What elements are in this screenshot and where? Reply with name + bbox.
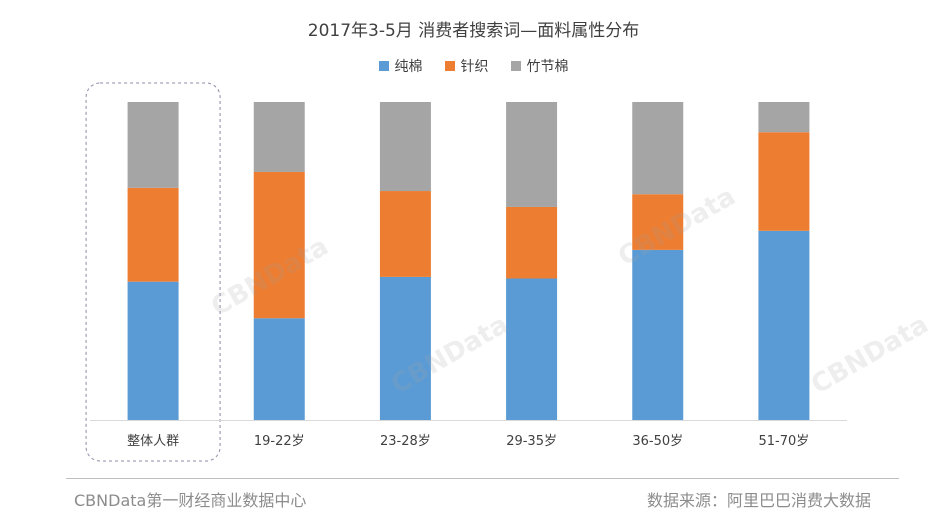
legend-item-cotton: 纯棉 [378, 56, 423, 76]
bar-segment-竹节棉-29-35岁 [506, 102, 558, 207]
bar-segment-针织-29-35岁 [506, 206, 558, 279]
legend: 纯棉 针织 竹节棉 [0, 56, 947, 76]
x-tick-label: 19-22岁 [254, 434, 305, 449]
legend-swatch-knit [444, 61, 455, 71]
bar-segment-纯棉-29-35岁 [506, 278, 558, 420]
x-tick-label: 36-50岁 [632, 434, 683, 449]
bar-segment-纯棉-51-70岁 [758, 230, 810, 420]
bar-segment-纯棉-23-28岁 [379, 276, 431, 420]
bar-segment-竹节棉-51-70岁 [758, 102, 810, 133]
bar-segment-针织-19-22岁 [253, 171, 305, 319]
legend-label-slub-cotton: 竹节棉 [526, 59, 569, 75]
footer-source: 数据来源：阿里巴巴消费大数据 [646, 491, 871, 510]
bar-segment-竹节棉-整体人群 [127, 102, 179, 188]
footer-divider [66, 478, 899, 479]
bar-segment-纯棉-36-50岁 [632, 249, 684, 420]
bar-segment-竹节棉-23-28岁 [379, 102, 431, 192]
legend-item-slub-cotton: 竹节棉 [510, 56, 569, 76]
x-tick-label: 29-35岁 [506, 434, 557, 449]
legend-label-knit: 针织 [460, 59, 489, 75]
x-tick-label: 23-28岁 [380, 434, 431, 449]
legend-swatch-slub-cotton [510, 61, 521, 71]
legend-swatch-cotton [378, 61, 389, 71]
footer-brand: CBNData第一财经商业数据中心 [74, 491, 307, 510]
bar-segment-针织-23-28岁 [379, 191, 431, 277]
bar-segment-针织-整体人群 [127, 187, 179, 282]
bar-segment-竹节棉-19-22岁 [253, 102, 305, 172]
bar-segment-针织-51-70岁 [758, 132, 810, 231]
bar-segment-纯棉-19-22岁 [253, 318, 305, 420]
legend-item-knit: 针织 [444, 56, 489, 76]
bar-segment-竹节棉-36-50岁 [632, 102, 684, 195]
highlight-box [85, 82, 221, 462]
bar-segment-针织-36-50岁 [632, 194, 684, 250]
x-tick-label: 整体人群 [127, 434, 179, 449]
x-tick-label: 51-70岁 [759, 434, 810, 449]
legend-label-cotton: 纯棉 [394, 59, 423, 75]
chart-title: 2017年3-5月 消费者搜索词—面料属性分布 [307, 21, 640, 41]
bar-segment-纯棉-整体人群 [127, 281, 179, 420]
stacked-bar-chart: 整体人群 19-22岁 23-28岁 29-35岁 36-50岁 51-70岁 [85, 82, 847, 462]
